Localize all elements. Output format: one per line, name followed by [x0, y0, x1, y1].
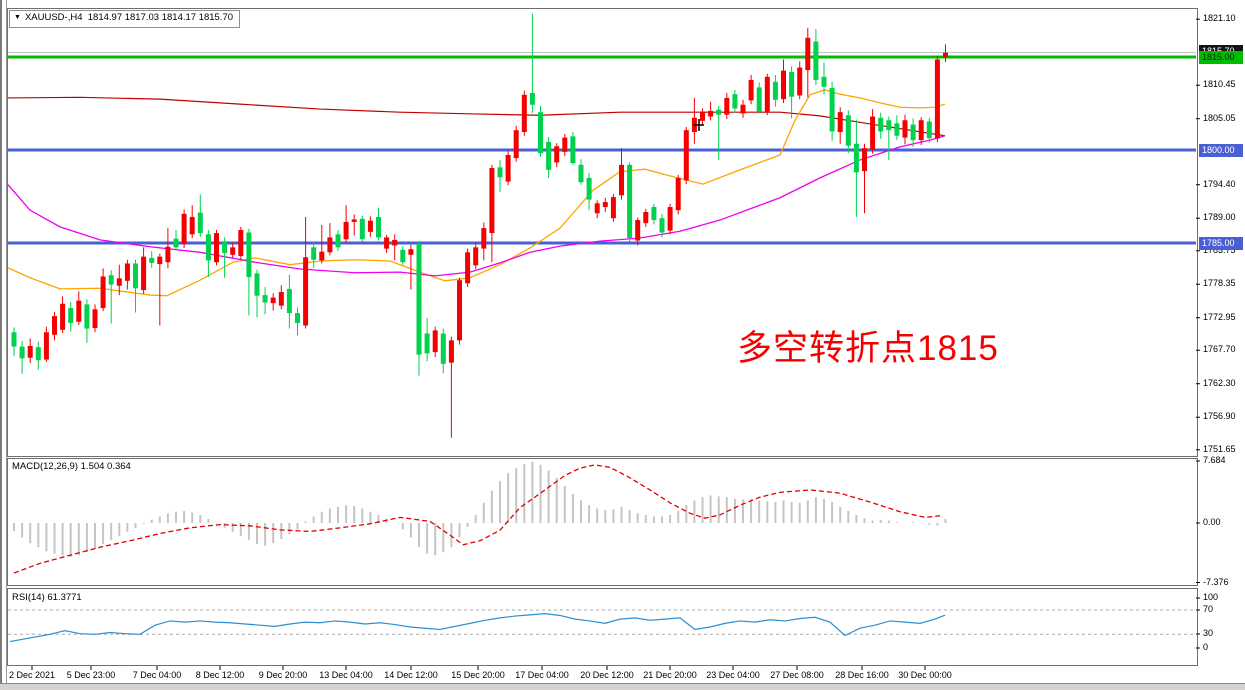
price-tick-label: 1794.40 [1203, 178, 1236, 189]
price-chart-panel[interactable] [7, 8, 1198, 457]
time-tick-label: 9 Dec 20:00 [258, 670, 308, 680]
price-tick-label: 1810.45 [1203, 79, 1236, 90]
macd-panel[interactable] [7, 458, 1198, 586]
rsi-panel[interactable] [7, 588, 1198, 666]
price-tag-1800.00: 1800.00 [1199, 144, 1243, 157]
price-tick-label: 1756.90 [1203, 411, 1236, 422]
rsi-tick-label: 30 [1203, 628, 1214, 638]
rsi-tick-label: 0 [1203, 642, 1209, 652]
rsi-tick-label: 100 [1203, 592, 1219, 602]
time-tick-label: 14 Dec 12:00 [384, 670, 438, 680]
rsi-tick-label: 70 [1203, 604, 1214, 614]
price-tick-label: 1821.10 [1203, 13, 1236, 24]
macd-tick-label: 0.00 [1203, 517, 1221, 527]
window-edge [0, 0, 7, 690]
time-tick-label: 30 Dec 00:00 [898, 670, 952, 680]
dropdown-arrow-icon[interactable]: ▼ [14, 14, 21, 21]
time-tick-label: 2 Dec 2021 [8, 670, 56, 680]
time-tick-label: 23 Dec 04:00 [706, 670, 760, 680]
time-tick-label: 13 Dec 04:00 [319, 670, 373, 680]
macd-tick-label: 7.684 [1203, 455, 1226, 465]
time-tick-label: 7 Dec 04:00 [132, 670, 182, 680]
price-tick-label: 1778.35 [1203, 278, 1236, 289]
time-tick-label: 15 Dec 20:00 [451, 670, 505, 680]
macd-tick-label: -7.376 [1203, 576, 1229, 587]
time-tick-label: 28 Dec 16:00 [835, 670, 889, 680]
window-bottom-edge [0, 683, 1245, 690]
price-tick-label: 1805.05 [1203, 112, 1236, 123]
price-tick-label: 1772.95 [1203, 311, 1236, 322]
rsi-indicator-value: 61.3771 [47, 592, 82, 603]
macd-indicator-values: 1.504 0.364 [80, 461, 131, 472]
price-tag-1815.00: 1815.00 [1199, 51, 1243, 64]
annotation-text: 多空转折点1815 [737, 329, 999, 368]
symbol-period-label: XAUUSD-,H4 [24, 12, 83, 23]
price-tag-1785.00: 1785.00 [1199, 237, 1243, 250]
price-tick-label: 1751.65 [1203, 443, 1236, 454]
chart-title-box: ▼ XAUUSD-,H4 1814.97 1817.03 1814.17 1815… [9, 10, 241, 28]
macd-indicator-label: MACD(12,26,9) [12, 461, 78, 472]
time-tick-label: 17 Dec 04:00 [515, 670, 569, 680]
time-tick-label: 5 Dec 23:00 [66, 670, 116, 680]
time-axis[interactable] [7, 666, 1198, 683]
price-tick-label: 1767.70 [1203, 344, 1236, 355]
price-tick-label: 1789.00 [1203, 212, 1236, 223]
ohlc-values: 1814.97 1817.03 1814.17 1815.70 [87, 12, 234, 23]
price-tick-label: 1762.30 [1203, 377, 1236, 388]
time-tick-label: 20 Dec 12:00 [580, 670, 634, 680]
time-tick-label: 27 Dec 08:00 [770, 670, 824, 680]
rsi-indicator-label: RSI(14) [12, 592, 45, 603]
time-tick-label: 8 Dec 12:00 [195, 670, 245, 680]
time-tick-label: 21 Dec 20:00 [643, 670, 697, 680]
